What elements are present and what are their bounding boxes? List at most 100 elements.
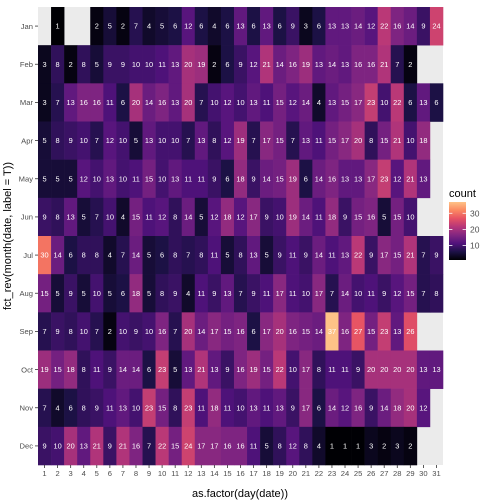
- heatmap-cell: [142, 7, 156, 46]
- cell-value-label: 10: [53, 442, 61, 451]
- y-tick-label: Dec: [19, 442, 33, 451]
- heatmap-cell: [77, 274, 91, 313]
- heatmap-cell: [312, 121, 326, 160]
- heatmap-cell: [273, 121, 287, 160]
- cell-value-label: 14: [406, 22, 414, 31]
- heatmap-cell: [233, 236, 248, 275]
- heatmap-cell: [220, 45, 235, 84]
- cell-value-label: 27: [354, 327, 362, 336]
- heatmap-cell: [403, 7, 418, 46]
- cell-value-label: 8: [82, 60, 86, 69]
- heatmap-cell: [390, 45, 405, 84]
- cell-value-label: 12: [249, 60, 257, 69]
- cell-value-label: 7: [421, 289, 425, 298]
- heatmap-cell: [233, 197, 248, 237]
- heatmap-cell: [273, 159, 287, 199]
- cell-value-label: 22: [354, 251, 362, 260]
- legend-colorbar: [449, 202, 466, 260]
- cell-value-label: 3: [304, 22, 308, 31]
- heatmap-cell: [103, 7, 117, 46]
- heatmap-cell: [364, 274, 378, 313]
- cell-value-label: 19: [302, 60, 310, 69]
- heatmap-cell: [51, 45, 65, 84]
- cell-value-label: 9: [304, 251, 308, 260]
- heatmap-cell: [260, 197, 274, 237]
- heatmap-cell: [51, 236, 65, 275]
- heatmap-cell: [312, 197, 326, 237]
- heatmap-cell: [338, 236, 352, 275]
- heatmap-cell: [168, 350, 183, 389]
- heatmap-cell: [247, 121, 261, 160]
- heatmap-cell: [142, 83, 156, 122]
- cell-value-label: 19: [197, 60, 205, 69]
- heatmap-cell: [116, 197, 130, 237]
- cell-value-label: 7: [421, 251, 425, 260]
- heatmap-cell: [233, 312, 248, 351]
- cell-value-label: 12: [341, 403, 349, 412]
- heatmap-cell: [338, 159, 352, 199]
- cell-value-label: 14: [119, 365, 127, 374]
- heatmap-cell: [168, 83, 183, 122]
- heatmap-cell: [351, 159, 365, 199]
- cell-value-label: 3: [395, 442, 399, 451]
- heatmap-cell: [364, 121, 378, 160]
- cell-value-label: 6: [225, 60, 229, 69]
- cell-value-label: 8: [434, 289, 438, 298]
- heatmap-cell: [325, 426, 339, 466]
- legend-ticks: 10 20 30: [449, 208, 480, 251]
- heatmap-cell: [103, 350, 117, 389]
- heatmap-cell: [207, 312, 222, 351]
- cell-value-label: 6: [121, 289, 125, 298]
- cell-value-label: 9: [212, 174, 216, 183]
- cell-value-label: 15: [354, 213, 362, 222]
- heatmap-cell: [338, 274, 352, 313]
- heatmap-cell: [64, 83, 78, 122]
- cell-value-label: 12: [184, 22, 192, 31]
- cell-value-label: 9: [278, 251, 282, 260]
- heatmap-cell: [103, 388, 117, 428]
- cell-value-label: 9: [121, 60, 125, 69]
- heatmap-cell: [77, 388, 91, 428]
- heatmap-cell: [403, 274, 418, 313]
- cell-value-label: 13: [341, 251, 349, 260]
- heatmap-cell: [103, 83, 117, 122]
- heatmap-cell: [194, 83, 209, 122]
- heatmap-cell: [51, 312, 65, 351]
- heatmap-cell: [403, 236, 418, 275]
- cell-value-label: 9: [212, 289, 216, 298]
- cell-value-label: 9: [382, 289, 386, 298]
- cell-value-label: 18: [67, 365, 75, 374]
- heatmap-cell: [377, 45, 392, 84]
- heatmap-cell: [51, 121, 65, 160]
- cell-value-label: 12: [158, 213, 166, 222]
- cell-value-label: 14: [302, 213, 310, 222]
- cell-value-label: 12: [393, 289, 401, 298]
- heatmap-cell: [116, 121, 130, 160]
- cell-value-label: 5: [160, 22, 164, 31]
- cell-value-label: 12: [393, 174, 401, 183]
- heatmap-cell: [351, 350, 365, 389]
- heatmap-cell: [299, 312, 313, 351]
- cell-value-label: 5: [199, 213, 203, 222]
- cell-value-label: 19: [236, 136, 244, 145]
- heatmap-cell: [403, 350, 418, 389]
- heatmap-cell: [64, 159, 78, 199]
- heatmap-cell: [351, 236, 365, 275]
- heatmap-cell: [207, 7, 222, 46]
- cell-value-label: 15: [145, 174, 153, 183]
- cell-value-label: 6: [69, 251, 73, 260]
- cell-value-label: 14: [328, 60, 336, 69]
- heatmap-cell: [38, 350, 52, 389]
- heatmap-cell: [403, 159, 418, 199]
- cell-value-label: 20: [184, 327, 192, 336]
- cell-value-label: 14: [276, 60, 284, 69]
- heatmap-cell: [155, 274, 169, 313]
- heatmap-cell: [38, 121, 52, 160]
- heatmap-cell: [181, 7, 196, 46]
- heatmap-cell: [286, 236, 300, 275]
- heatmap-cell: [351, 426, 365, 466]
- heatmap-cell: [247, 312, 261, 351]
- heatmap-cell: [207, 236, 222, 275]
- cell-value-label: 10: [302, 289, 310, 298]
- heatmap-cell: [247, 83, 261, 122]
